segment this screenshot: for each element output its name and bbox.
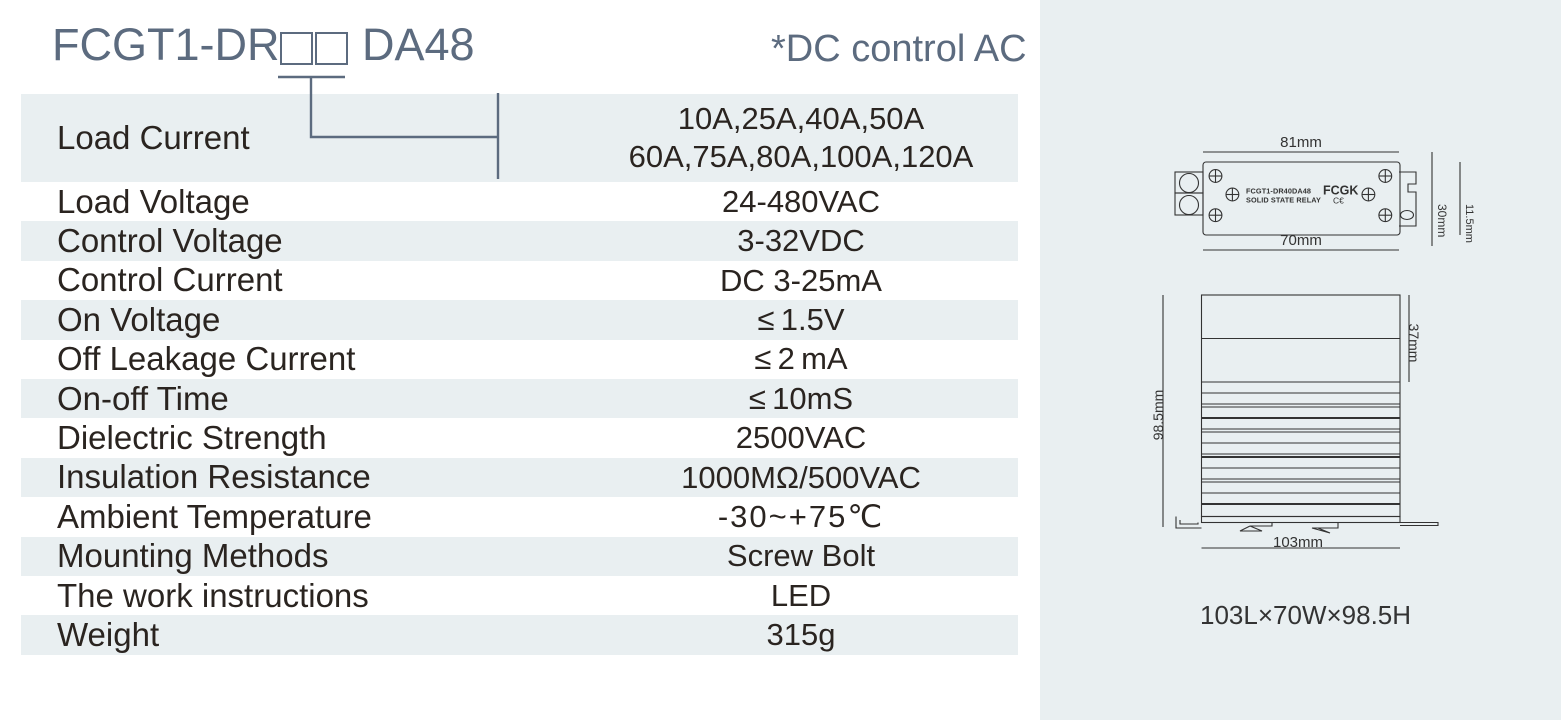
svg-text:103mm: 103mm: [1273, 534, 1323, 551]
svg-text:37mm: 37mm: [1406, 324, 1422, 363]
svg-text:98.5mm: 98.5mm: [1150, 390, 1166, 441]
